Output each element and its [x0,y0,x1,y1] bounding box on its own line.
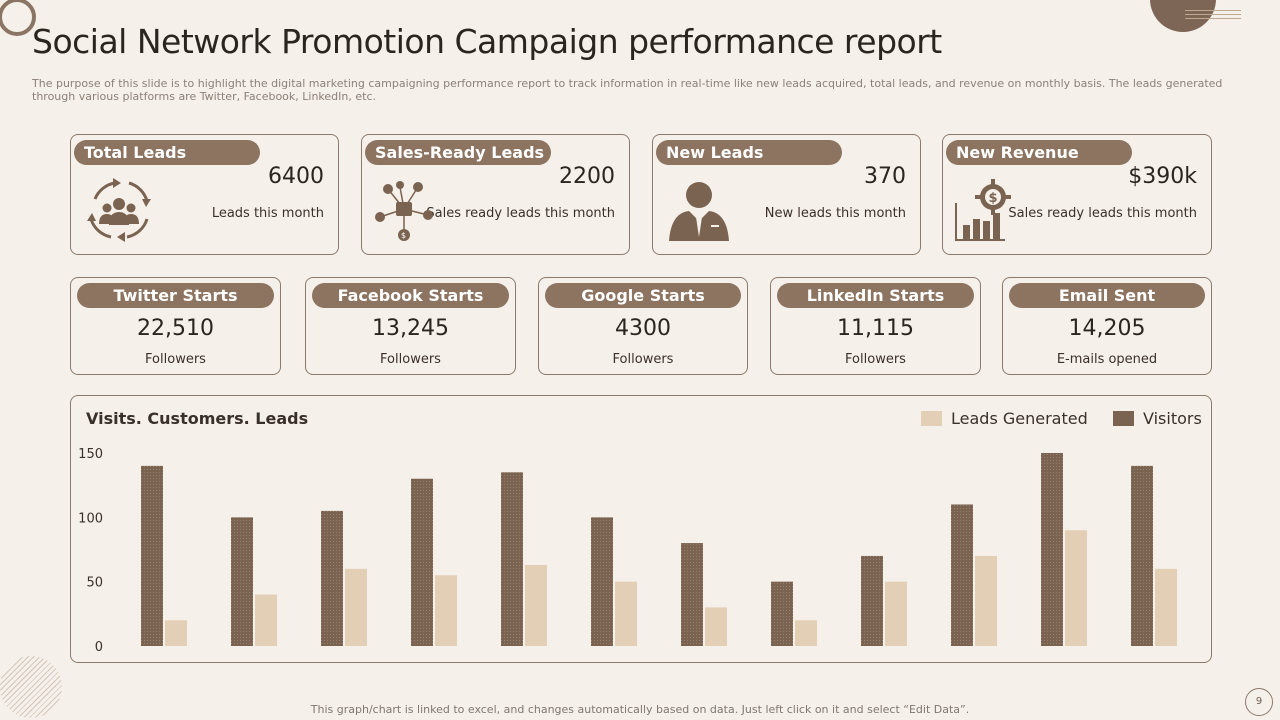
channel-caption: Followers [380,352,441,367]
channel-label: Google Starts [545,283,741,308]
kpi-card-total-leads: Total Leads 6400 Leads this month [70,134,339,255]
legend-swatch-visitors [1113,411,1134,426]
channel-card-google: Google Starts 4300 Followers [538,277,748,375]
bar-leads-generated [435,575,457,646]
bar-visitors [501,472,523,646]
channel-caption: Followers [612,352,674,367]
channel-value: 22,510 [137,316,214,341]
legend-label-visitors: Visitors [1143,409,1202,428]
kpi-label: New Leads [656,140,842,165]
svg-text:$: $ [989,191,998,206]
bar-leads-generated [615,581,637,646]
svg-text:$: $ [401,231,406,240]
bar-leads-generated [525,564,547,646]
kpi-caption: Leads this month [211,206,324,221]
bar-leads-generated [165,620,187,646]
bar-chart: 0 50 100 150 [78,447,1177,655]
footer-note: This graph/chart is linked to excel, and… [310,703,970,716]
businessman-icon [667,181,731,247]
channel-label: LinkedIn Starts [777,283,974,308]
page-title: Social Network Promotion Campaign perfor… [32,22,942,61]
bar-visitors [681,543,703,646]
channel-value: 13,245 [372,316,449,341]
team-cycle-icon [85,177,153,247]
kpi-card-new-revenue: New Revenue $390k Sales ready leads this… [942,134,1212,255]
y-tick-label: 100 [78,511,103,526]
page-number: 9 [1245,688,1273,716]
bar-visitors [1131,465,1153,646]
decorative-ring [0,0,36,36]
bar-visitors [1041,453,1063,646]
kpi-card-new-leads: New Leads 370 New leads this month [652,134,921,255]
bar-visitors [591,517,613,646]
channel-caption: E-mails opened [1056,352,1158,367]
network-hub-icon: $ [372,179,436,247]
decorative-hatch-circle [0,656,62,718]
decorative-lines [1185,10,1241,22]
bar-visitors [861,555,883,646]
bar-leads-generated [975,555,997,646]
chart-title: Visits. Customers. Leads [86,409,309,428]
kpi-label: Total Leads [74,140,260,165]
bar-leads-generated [1155,568,1177,646]
bar-visitors [411,478,433,646]
revenue-growth-icon: $ [953,179,1015,247]
channel-card-linkedin: LinkedIn Starts 11,115 Followers [770,277,981,375]
legend-item-leads: Leads Generated [921,409,1088,428]
kpi-caption: Sales ready leads this month [426,206,615,221]
kpi-label: New Revenue [946,140,1132,165]
kpi-caption: Sales ready leads this month [1008,206,1197,221]
channel-card-email: Email Sent 14,205 E-mails opened [1002,277,1212,375]
channel-label: Email Sent [1009,283,1205,308]
channel-label: Facebook Starts [312,283,509,308]
channel-caption: Followers [845,352,906,367]
kpi-caption: New leads this month [764,206,906,221]
bar-visitors [231,517,253,646]
bar-leads-generated [795,620,817,646]
channel-label: Twitter Starts [77,283,274,308]
bar-leads-generated [1065,530,1087,646]
y-tick-label: 0 [95,640,103,655]
y-tick-label: 150 [78,447,103,462]
kpi-value: 6400 [268,164,324,189]
legend-label-leads: Leads Generated [951,409,1088,428]
kpi-value: 370 [864,164,906,189]
bar-visitors [951,504,973,646]
y-tick-label: 50 [86,576,103,591]
page-subtitle: The purpose of this slide is to highligh… [32,77,1223,103]
channel-value: 11,115 [837,316,914,341]
kpi-label: Sales-Ready Leads [365,140,551,165]
legend-item-visitors: Visitors [1113,409,1202,428]
channel-card-facebook: Facebook Starts 13,245 Followers [305,277,516,375]
bar-visitors [321,510,343,646]
bar-visitors [141,465,163,646]
channel-caption: Followers [145,352,206,367]
bar-visitors [771,581,793,646]
legend-swatch-leads [921,411,942,426]
kpi-value: 2200 [559,164,615,189]
bar-leads-generated [885,581,907,646]
kpi-value: $390k [1128,164,1197,189]
bar-leads-generated [345,568,367,646]
kpi-card-sales-ready-leads: Sales-Ready Leads 2200 Sales ready leads… [361,134,630,255]
channel-value: 4300 [615,316,671,341]
bar-leads-generated [705,607,727,646]
channel-card-twitter: Twitter Starts 22,510 Followers [70,277,281,375]
channel-value: 14,205 [1068,316,1146,341]
chart-card: Visits. Customers. Leads Leads Generated… [70,395,1212,663]
bar-leads-generated [255,594,277,646]
